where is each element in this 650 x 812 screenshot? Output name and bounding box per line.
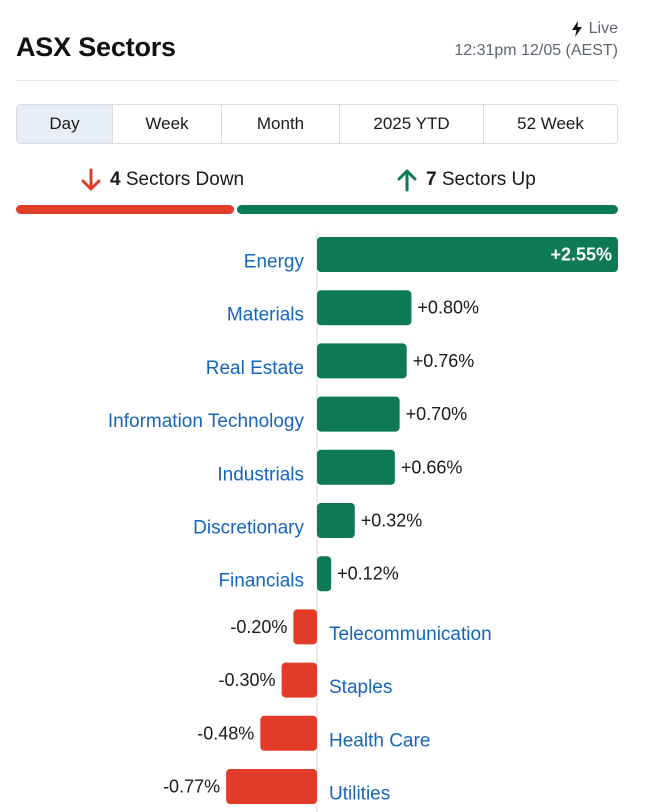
tab-month[interactable]: Month — [222, 105, 340, 143]
tab-day[interactable]: Day — [17, 105, 113, 143]
arrow-down-icon — [81, 168, 101, 191]
sectors-down-count: 4 — [110, 169, 121, 190]
bar-real-estate — [317, 343, 407, 379]
category-label[interactable]: Information Technology — [108, 411, 305, 432]
sectors-up-summary: 7 Sectors Up — [396, 168, 536, 192]
arrow-up-icon — [397, 169, 417, 192]
bar-energy — [317, 237, 618, 272]
data-label: -0.77% — [163, 777, 220, 797]
data-label: +0.76% — [413, 351, 475, 371]
sectors-down-summary: 4 Sectors Down — [80, 168, 244, 192]
category-label[interactable]: Financials — [218, 571, 304, 592]
bar-utilities — [226, 769, 317, 804]
data-label: -0.20% — [230, 617, 287, 637]
page-title: ASX Sectors — [16, 32, 176, 62]
sector-bar-chart: Energy +2.55% Materials +0.80% Real Estate +0… — [108, 231, 618, 812]
data-label: +0.80% — [417, 298, 479, 318]
bar-discretionary — [317, 503, 355, 538]
tab-ytd[interactable]: 2025 YTD — [340, 105, 484, 143]
category-label[interactable]: Staples — [329, 677, 392, 698]
live-label: Live — [588, 20, 618, 37]
bar-materials — [317, 290, 412, 326]
sectors-up-count: 7 — [426, 169, 437, 190]
category-label[interactable]: Materials — [227, 305, 304, 326]
bar-telecommunication — [293, 609, 317, 645]
sectors-up-label: Sectors Up — [441, 169, 536, 190]
category-label[interactable]: Industrials — [217, 464, 304, 485]
category-label[interactable]: Real Estate — [206, 358, 304, 379]
header: ASX Sectors Live 12:31pm 12/05 (AEST) — [16, 18, 618, 81]
category-label[interactable]: Health Care — [329, 730, 430, 751]
split-bar-down — [16, 205, 234, 214]
data-label: +0.70% — [406, 404, 468, 424]
data-label: +0.66% — [401, 457, 463, 477]
data-label: -0.30% — [219, 670, 276, 690]
data-label: -0.48% — [197, 723, 254, 743]
category-label[interactable]: Discretionary — [193, 518, 304, 539]
data-label: +0.32% — [361, 511, 423, 531]
sectors-down-label: Sectors Down — [125, 169, 245, 190]
bar-financials — [317, 556, 332, 592]
category-label[interactable]: Energy — [244, 252, 305, 273]
bar-information-technology — [317, 396, 400, 432]
live-indicator: Live — [571, 20, 618, 38]
category-label[interactable]: Utilities — [329, 784, 390, 805]
bar-staples — [281, 662, 317, 698]
bar-industrials — [317, 449, 395, 485]
data-label: +2.55% — [550, 245, 612, 265]
sector-split-bar — [16, 205, 618, 214]
bar-health-care — [260, 715, 317, 751]
category-label[interactable]: Telecommunication — [329, 624, 492, 645]
tab-week[interactable]: Week — [113, 105, 222, 143]
timestamp: 12:31pm 12/05 (AEST) — [454, 42, 618, 59]
lightning-icon — [571, 21, 582, 37]
split-bar-up — [236, 205, 618, 214]
tab-52-week[interactable]: 52 Week — [517, 114, 584, 133]
data-label: +0.12% — [337, 564, 399, 584]
period-tabs: Day Week Month 2025 YTD 52 Week — [16, 104, 618, 144]
